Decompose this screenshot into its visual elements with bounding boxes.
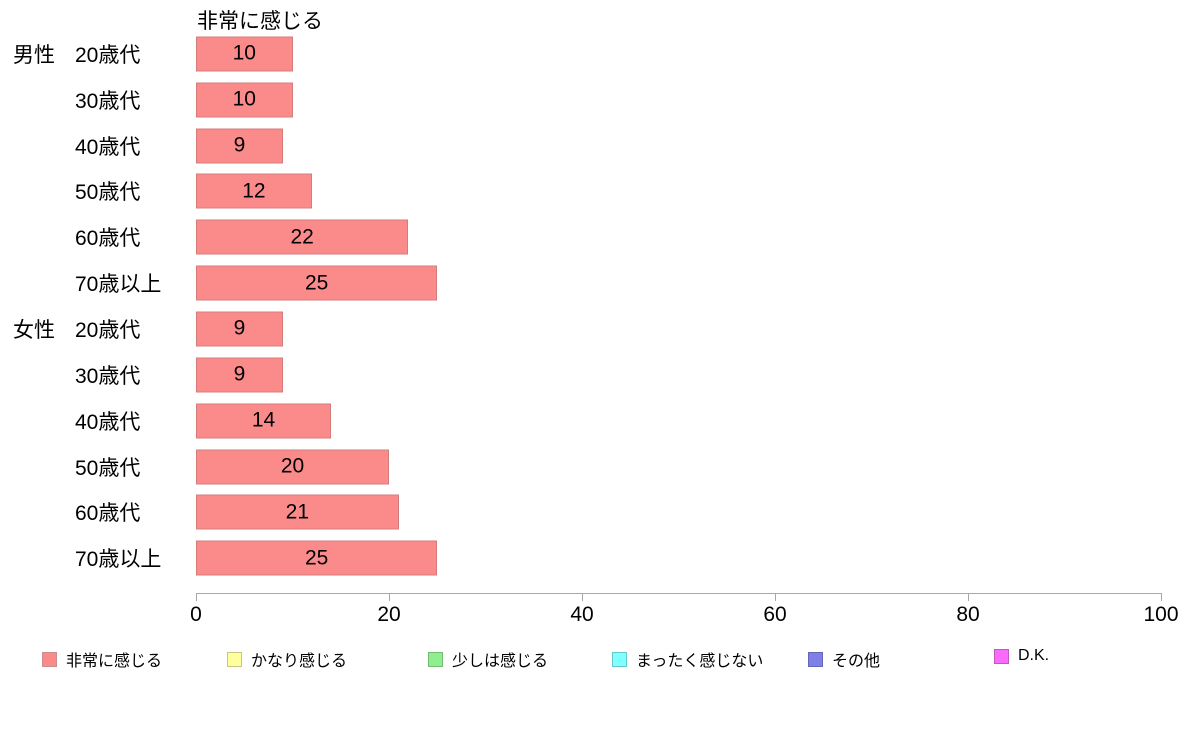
bar-value-label: 20 bbox=[280, 454, 305, 478]
category-label: 50歳代 bbox=[75, 456, 141, 480]
bar-rows: 男性 20歳代 10 30歳代 10 40歳代 9 50歳代 12 60歳代 22 70歳以上 25 女性… bbox=[0, 31, 1188, 581]
bar-value-label: 14 bbox=[251, 408, 276, 432]
x-axis-tick bbox=[1161, 593, 1162, 601]
legend-swatch-icon bbox=[42, 651, 57, 667]
bar-row: 40歳代 9 bbox=[0, 123, 1188, 169]
bar-value-label: 10 bbox=[232, 87, 256, 111]
legend-item: まったく感じない bbox=[612, 647, 763, 671]
x-axis-tick bbox=[582, 593, 583, 601]
bar-value-label: 25 bbox=[304, 271, 329, 295]
bar-1: 10 bbox=[196, 82, 293, 118]
bar-row: 70歳以上 25 bbox=[0, 535, 1188, 581]
x-axis-line bbox=[196, 593, 1162, 594]
legend-label: D.K. bbox=[1018, 647, 1050, 664]
legend-item: D.K. bbox=[994, 647, 1049, 665]
x-axis-tick-label: 0 bbox=[190, 603, 202, 626]
bar-6: 9 bbox=[196, 311, 283, 347]
bar-value-label: 9 bbox=[233, 362, 246, 386]
bar-row: 70歳以上 25 bbox=[0, 260, 1188, 306]
x-axis-tick bbox=[968, 593, 969, 601]
bar-value-label: 22 bbox=[290, 225, 314, 249]
x-axis-tick-label: 100 bbox=[1143, 603, 1179, 626]
x-axis-tick-label: 60 bbox=[763, 603, 787, 626]
bar-row: 50歳代 12 bbox=[0, 169, 1188, 215]
legend-label: まったく感じない bbox=[636, 653, 764, 670]
legend: 非常に感じる かなり感じる 少しは感じる まったく感じない その他 D.K. bbox=[0, 647, 1188, 671]
category-label: 30歳代 bbox=[75, 89, 141, 113]
legend-label: 少しは感じる bbox=[452, 653, 549, 670]
legend-label: その他 bbox=[832, 653, 881, 670]
category-label: 60歳代 bbox=[75, 502, 141, 526]
bar-value-label: 21 bbox=[285, 500, 309, 524]
x-axis-tick bbox=[196, 593, 197, 601]
category-label: 40歳代 bbox=[75, 135, 141, 159]
bar-7: 9 bbox=[196, 357, 283, 393]
bar-value-label: 10 bbox=[232, 41, 256, 65]
gender-label: 女性 bbox=[13, 318, 55, 342]
bar-5: 25 bbox=[196, 265, 438, 301]
bar-4: 22 bbox=[196, 219, 409, 255]
category-label: 70歳以上 bbox=[75, 548, 162, 572]
bar-0: 10 bbox=[196, 36, 293, 72]
legend-item: かなり感じる bbox=[227, 647, 347, 671]
legend-label: 非常に感じる bbox=[66, 653, 163, 670]
category-label: 60歳代 bbox=[75, 227, 141, 251]
x-axis-tick-label: 40 bbox=[570, 603, 594, 626]
bar-row: 男性 20歳代 10 bbox=[0, 31, 1188, 77]
bar-value-label: 25 bbox=[304, 546, 329, 570]
bar-8: 14 bbox=[196, 403, 332, 439]
bar-row: 40歳代 14 bbox=[0, 398, 1188, 444]
legend-item: 少しは感じる bbox=[428, 647, 548, 671]
bar-11: 25 bbox=[196, 540, 438, 576]
bar-row: 60歳代 22 bbox=[0, 214, 1188, 260]
bar-value-label: 12 bbox=[242, 179, 266, 203]
legend-item: 非常に感じる bbox=[42, 647, 162, 671]
legend-swatch-icon bbox=[428, 651, 443, 667]
category-label: 20歳代 bbox=[75, 43, 141, 67]
category-label: 70歳以上 bbox=[75, 273, 162, 297]
category-label: 50歳代 bbox=[75, 181, 141, 205]
bar-2: 9 bbox=[196, 128, 283, 164]
x-axis-tick bbox=[775, 593, 776, 601]
category-label: 40歳代 bbox=[75, 410, 141, 434]
bar-row: 30歳代 9 bbox=[0, 352, 1188, 398]
bar-10: 21 bbox=[196, 494, 399, 530]
legend-label: かなり感じる bbox=[251, 653, 348, 670]
legend-swatch-icon bbox=[808, 651, 823, 667]
bar-row: 30歳代 10 bbox=[0, 77, 1188, 123]
legend-swatch-icon bbox=[612, 651, 627, 667]
category-label: 30歳代 bbox=[75, 364, 141, 388]
legend-swatch-icon bbox=[227, 651, 242, 667]
category-label: 20歳代 bbox=[75, 318, 141, 342]
legend-item: その他 bbox=[808, 647, 880, 671]
bar-3: 12 bbox=[196, 173, 312, 209]
bar-row: 60歳代 21 bbox=[0, 489, 1188, 535]
bar-value-label: 9 bbox=[233, 316, 246, 340]
x-axis-tick bbox=[389, 593, 390, 601]
x-axis-tick-label: 80 bbox=[956, 603, 980, 626]
gender-label: 男性 bbox=[13, 43, 55, 67]
legend-swatch-icon bbox=[994, 648, 1009, 664]
bar-9: 20 bbox=[196, 449, 389, 485]
x-axis-tick-label: 20 bbox=[377, 603, 401, 626]
chart-title: 非常に感じる bbox=[197, 10, 323, 33]
bar-value-label: 9 bbox=[233, 133, 246, 157]
bar-row: 女性 20歳代 9 bbox=[0, 306, 1188, 352]
bar-row: 50歳代 20 bbox=[0, 444, 1188, 490]
